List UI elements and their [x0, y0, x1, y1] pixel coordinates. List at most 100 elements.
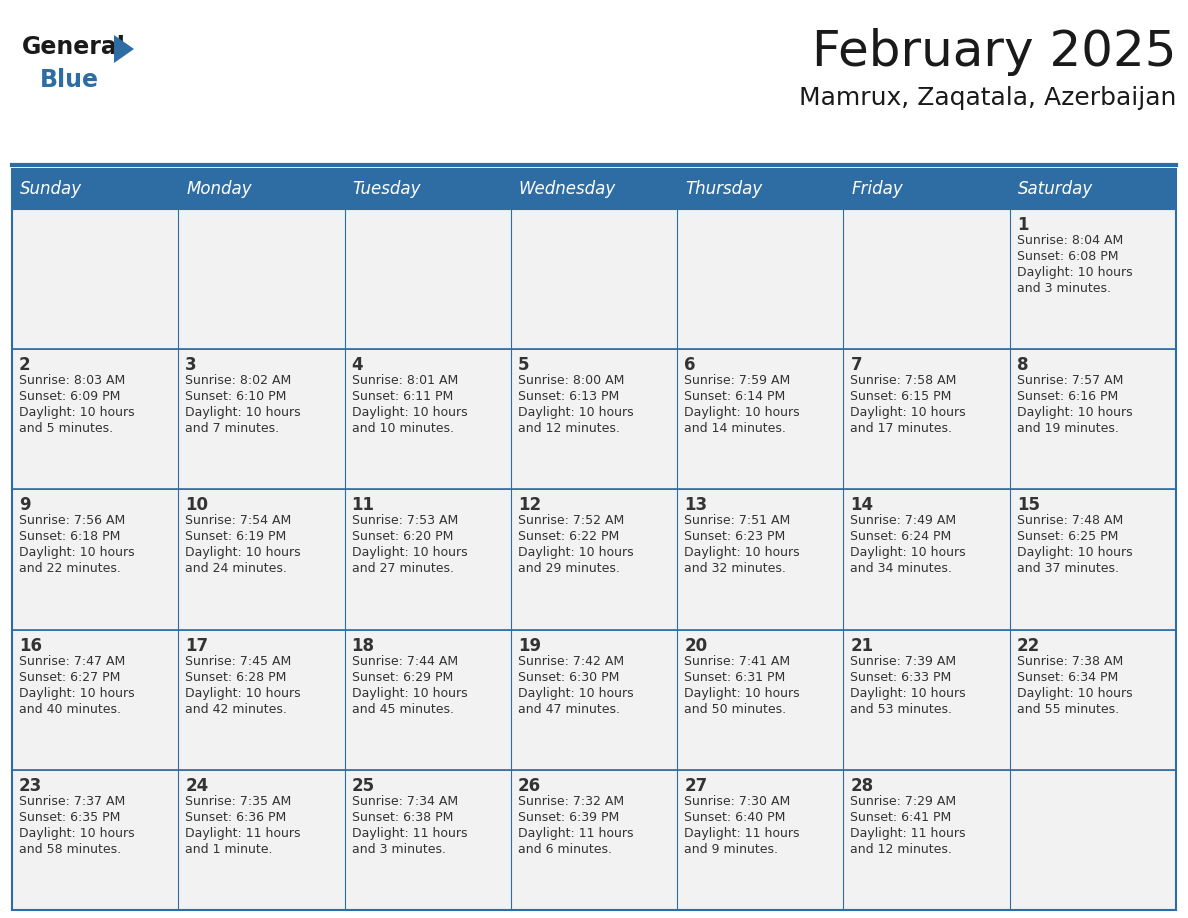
- Text: Daylight: 10 hours: Daylight: 10 hours: [684, 546, 800, 559]
- Bar: [178, 489, 345, 630]
- Text: Sunset: 6:09 PM: Sunset: 6:09 PM: [19, 390, 120, 403]
- Text: Sunrise: 7:59 AM: Sunrise: 7:59 AM: [684, 375, 790, 387]
- Bar: [511, 169, 677, 209]
- Text: and 24 minutes.: and 24 minutes.: [185, 563, 287, 576]
- Text: Sunrise: 7:39 AM: Sunrise: 7:39 AM: [851, 655, 956, 667]
- Text: Sunrise: 8:02 AM: Sunrise: 8:02 AM: [185, 375, 291, 387]
- Bar: [12, 770, 178, 910]
- Text: Saturday: Saturday: [1018, 180, 1093, 198]
- Text: 20: 20: [684, 636, 707, 655]
- Text: Daylight: 11 hours: Daylight: 11 hours: [851, 827, 966, 840]
- Bar: [511, 209, 677, 349]
- Text: Sunset: 6:22 PM: Sunset: 6:22 PM: [518, 531, 619, 543]
- Bar: [511, 630, 677, 770]
- Bar: [12, 169, 1176, 910]
- Text: Daylight: 10 hours: Daylight: 10 hours: [518, 687, 633, 700]
- Text: Sunset: 6:40 PM: Sunset: 6:40 PM: [684, 811, 785, 823]
- Bar: [677, 630, 843, 770]
- Text: Sunrise: 7:51 AM: Sunrise: 7:51 AM: [684, 514, 790, 528]
- Bar: [1010, 349, 1176, 489]
- Text: and 50 minutes.: and 50 minutes.: [684, 702, 786, 716]
- Text: Daylight: 10 hours: Daylight: 10 hours: [185, 406, 301, 420]
- Text: Sunset: 6:08 PM: Sunset: 6:08 PM: [1017, 250, 1118, 263]
- Text: Wednesday: Wednesday: [519, 180, 617, 198]
- Text: 25: 25: [352, 777, 374, 795]
- Text: Daylight: 10 hours: Daylight: 10 hours: [1017, 266, 1132, 279]
- Text: 7: 7: [851, 356, 862, 375]
- Text: Daylight: 10 hours: Daylight: 10 hours: [185, 687, 301, 700]
- Text: 24: 24: [185, 777, 209, 795]
- Text: Daylight: 10 hours: Daylight: 10 hours: [1017, 546, 1132, 559]
- Text: and 12 minutes.: and 12 minutes.: [518, 422, 620, 435]
- Text: Daylight: 10 hours: Daylight: 10 hours: [851, 406, 966, 420]
- Bar: [1010, 169, 1176, 209]
- Text: and 5 minutes.: and 5 minutes.: [19, 422, 113, 435]
- Bar: [178, 770, 345, 910]
- Text: Sunrise: 7:53 AM: Sunrise: 7:53 AM: [352, 514, 457, 528]
- Text: Sunset: 6:25 PM: Sunset: 6:25 PM: [1017, 531, 1118, 543]
- Bar: [843, 349, 1010, 489]
- Text: 18: 18: [352, 636, 374, 655]
- Bar: [345, 349, 511, 489]
- Bar: [677, 169, 843, 209]
- Text: and 17 minutes.: and 17 minutes.: [851, 422, 953, 435]
- Text: General: General: [23, 35, 126, 59]
- Text: Daylight: 10 hours: Daylight: 10 hours: [185, 546, 301, 559]
- Text: and 34 minutes.: and 34 minutes.: [851, 563, 953, 576]
- Text: 14: 14: [851, 497, 873, 514]
- Text: Sunrise: 7:56 AM: Sunrise: 7:56 AM: [19, 514, 125, 528]
- Text: Sunset: 6:27 PM: Sunset: 6:27 PM: [19, 671, 120, 684]
- Bar: [345, 209, 511, 349]
- Text: Daylight: 10 hours: Daylight: 10 hours: [518, 546, 633, 559]
- Bar: [511, 349, 677, 489]
- Text: and 7 minutes.: and 7 minutes.: [185, 422, 279, 435]
- Text: Sunrise: 8:01 AM: Sunrise: 8:01 AM: [352, 375, 457, 387]
- Text: Daylight: 10 hours: Daylight: 10 hours: [1017, 406, 1132, 420]
- Text: 10: 10: [185, 497, 208, 514]
- Text: 13: 13: [684, 497, 707, 514]
- Bar: [843, 489, 1010, 630]
- Text: Sunrise: 7:58 AM: Sunrise: 7:58 AM: [851, 375, 956, 387]
- Text: and 22 minutes.: and 22 minutes.: [19, 563, 121, 576]
- Bar: [843, 770, 1010, 910]
- Text: Monday: Monday: [187, 180, 252, 198]
- Text: 23: 23: [19, 777, 43, 795]
- Text: 17: 17: [185, 636, 208, 655]
- Text: and 19 minutes.: and 19 minutes.: [1017, 422, 1119, 435]
- Text: 12: 12: [518, 497, 541, 514]
- Bar: [1010, 489, 1176, 630]
- Text: Daylight: 10 hours: Daylight: 10 hours: [1017, 687, 1132, 700]
- Text: Sunrise: 7:35 AM: Sunrise: 7:35 AM: [185, 795, 291, 808]
- Text: Friday: Friday: [852, 180, 903, 198]
- Text: and 1 minute.: and 1 minute.: [185, 843, 273, 856]
- Bar: [12, 209, 178, 349]
- Text: Sunrise: 7:49 AM: Sunrise: 7:49 AM: [851, 514, 956, 528]
- Text: and 3 minutes.: and 3 minutes.: [352, 843, 446, 856]
- Text: 4: 4: [352, 356, 364, 375]
- Bar: [843, 630, 1010, 770]
- Text: Daylight: 10 hours: Daylight: 10 hours: [19, 687, 134, 700]
- Text: Sunset: 6:16 PM: Sunset: 6:16 PM: [1017, 390, 1118, 403]
- Text: Sunset: 6:23 PM: Sunset: 6:23 PM: [684, 531, 785, 543]
- Text: and 6 minutes.: and 6 minutes.: [518, 843, 612, 856]
- Text: Sunrise: 7:34 AM: Sunrise: 7:34 AM: [352, 795, 457, 808]
- Polygon shape: [114, 35, 134, 63]
- Text: Sunset: 6:19 PM: Sunset: 6:19 PM: [185, 531, 286, 543]
- Text: Daylight: 11 hours: Daylight: 11 hours: [518, 827, 633, 840]
- Text: Sunset: 6:24 PM: Sunset: 6:24 PM: [851, 531, 952, 543]
- Text: Sunrise: 7:45 AM: Sunrise: 7:45 AM: [185, 655, 291, 667]
- Text: and 32 minutes.: and 32 minutes.: [684, 563, 786, 576]
- Text: 9: 9: [19, 497, 31, 514]
- Text: Mamrux, Zaqatala, Azerbaijan: Mamrux, Zaqatala, Azerbaijan: [798, 86, 1176, 110]
- Text: Daylight: 10 hours: Daylight: 10 hours: [684, 687, 800, 700]
- Text: and 47 minutes.: and 47 minutes.: [518, 702, 620, 716]
- Text: Sunrise: 7:54 AM: Sunrise: 7:54 AM: [185, 514, 291, 528]
- Bar: [178, 169, 345, 209]
- Text: and 42 minutes.: and 42 minutes.: [185, 702, 287, 716]
- Text: Sunset: 6:33 PM: Sunset: 6:33 PM: [851, 671, 952, 684]
- Text: 2: 2: [19, 356, 31, 375]
- Text: Sunset: 6:34 PM: Sunset: 6:34 PM: [1017, 671, 1118, 684]
- Text: Sunset: 6:29 PM: Sunset: 6:29 PM: [352, 671, 453, 684]
- Bar: [12, 489, 178, 630]
- Bar: [345, 169, 511, 209]
